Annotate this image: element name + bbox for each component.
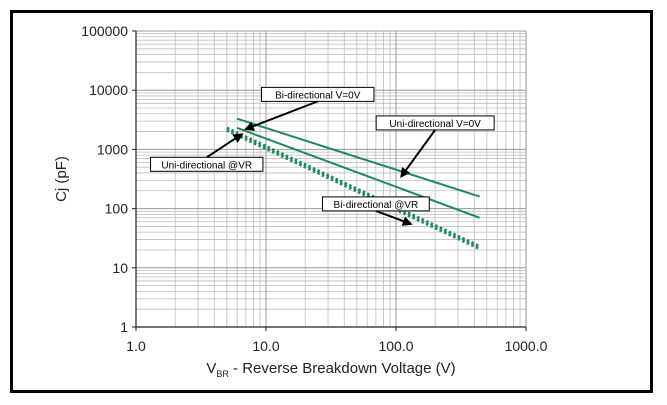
annotation-label-1: Bi-directional V=0V — [275, 90, 361, 101]
annotation-box-4 — [321, 196, 430, 212]
annotation-box-3 — [150, 156, 264, 172]
series-line-1 — [236, 117, 480, 198]
annotation-label-3: Uni-directional @VR — [161, 160, 252, 171]
series-line-4 — [226, 128, 481, 251]
annotation-label-4: Bi-directional @VR — [334, 200, 419, 211]
annotation-arrow-3 — [206, 133, 244, 159]
y-tick-label: 10000 — [89, 82, 128, 98]
x-tick-label: 10.0 — [252, 338, 279, 354]
annotation-arrow-4 — [375, 209, 413, 226]
y-tick-label: 100 — [105, 201, 129, 217]
x-tick-label: 1000.0 — [505, 338, 548, 354]
series-line-3 — [226, 126, 481, 248]
annotation-label-2: Uni-directional V=0V — [389, 119, 481, 130]
y-tick-label: 100000 — [81, 23, 128, 39]
x-axis-title: VBR - Reverse Breakdown Voltage (V) — [206, 360, 455, 379]
annotation-box-2 — [375, 115, 495, 131]
y-tick-label: 1000 — [97, 141, 128, 157]
series-line-2 — [236, 127, 480, 219]
annotation-arrow-1 — [243, 100, 319, 131]
y-tick-label: 10 — [112, 260, 128, 276]
x-tick-label: 100.0 — [378, 338, 413, 354]
y-axis-title: Cj (pF) — [53, 156, 70, 202]
annotation-arrow-2 — [400, 129, 436, 179]
x-tick-label: 1.0 — [126, 338, 146, 354]
annotation-box-1 — [261, 86, 375, 102]
plot-area — [136, 31, 526, 327]
y-tick-label: 1 — [120, 319, 128, 335]
